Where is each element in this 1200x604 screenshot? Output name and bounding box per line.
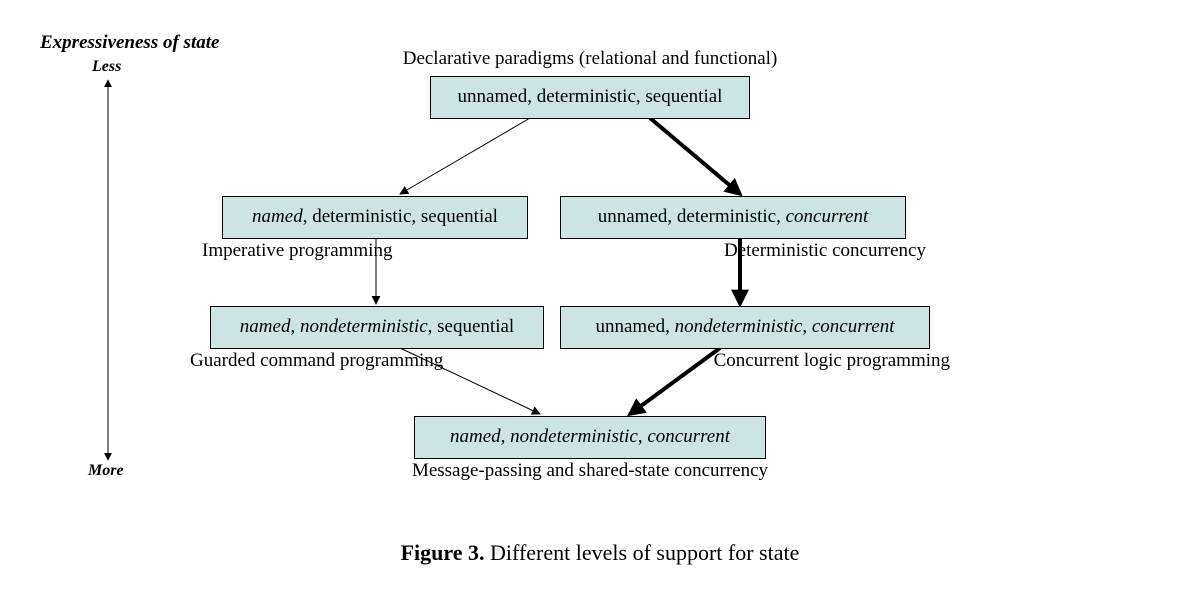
node-n5: unnamed, nondeterministic, concurrent: [560, 306, 930, 349]
label-below-n6: Message-passing and shared-state concurr…: [412, 460, 768, 482]
node-n3: unnamed, deterministic, concurrent: [560, 196, 906, 239]
node-n6: named, nondeterministic, concurrent: [414, 416, 766, 459]
node-n4: named, nondeterministic, sequential: [210, 306, 544, 349]
axis-title: Expressiveness of state: [40, 32, 219, 54]
diagram-stage: Expressiveness of state Less More unname…: [0, 0, 1200, 604]
label-above-n1: Declarative paradigms (relational and fu…: [403, 48, 778, 70]
label-below-n2: Imperative programming: [202, 240, 392, 262]
axis-less-label: Less: [92, 58, 121, 76]
edge-n1-n2: [400, 118, 530, 194]
node-n1: unnamed, deterministic, sequential: [430, 76, 750, 119]
label-below-n4: Guarded command programming: [190, 350, 443, 372]
axis-more-label: More: [88, 462, 124, 480]
edge-n5-n6: [630, 348, 720, 414]
label-below-n3: Deterministic concurrency: [724, 240, 926, 262]
label-below-n5: Concurrent logic programming: [714, 350, 950, 372]
node-n2: named, deterministic, sequential: [222, 196, 528, 239]
figure-caption: Figure 3. Different levels of support fo…: [0, 540, 1200, 566]
caption-text: Different levels of support for state: [485, 540, 800, 565]
edge-n1-n3: [650, 118, 740, 194]
caption-prefix: Figure 3.: [401, 540, 485, 565]
